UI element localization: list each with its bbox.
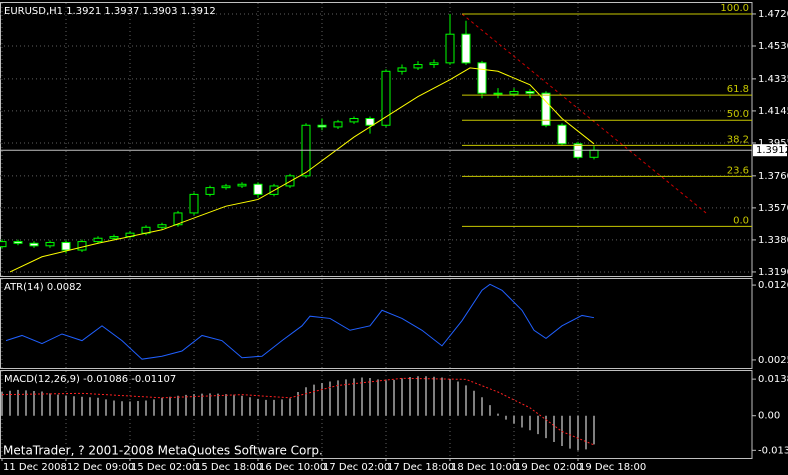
candle-body	[493, 92, 503, 95]
candle-body	[589, 149, 599, 158]
candle-body	[509, 91, 519, 95]
y-tick-label: 0.0025	[758, 355, 788, 366]
fib-label: 50.0	[727, 109, 749, 120]
candle-body	[541, 92, 551, 126]
candle-body	[109, 236, 119, 239]
fib-label: 38.2	[727, 134, 749, 145]
candle-body	[205, 187, 215, 195]
candle-body	[61, 241, 71, 251]
atr-panel	[0, 278, 753, 369]
fib-label: 61.8	[727, 84, 749, 95]
candle-body	[93, 237, 103, 243]
y-tick-label: 0.01389	[758, 374, 788, 385]
watermark: MetaTrader, ? 2001-2008 MetaQuotes Softw…	[3, 444, 323, 458]
panel-title: EURUSD,H1 1.3921 1.3937 1.3903 1.3912	[4, 6, 216, 17]
x-tick-label: 18 Dec 10:00	[451, 462, 518, 473]
y-tick-label: 1.4335	[758, 74, 788, 85]
x-tick-label: 19 Dec 18:00	[579, 462, 646, 473]
x-tick-label: 11 Dec 2008	[3, 462, 67, 473]
candle-body	[557, 124, 567, 145]
candle-body	[445, 33, 455, 64]
candle-body	[397, 67, 407, 72]
y-tick-label: 1.3570	[758, 203, 788, 214]
candle-body	[221, 185, 231, 189]
candle-body	[525, 91, 535, 94]
x-tick-label: 15 Dec 02:00	[131, 462, 198, 473]
trendline	[461, 13, 707, 214]
candle-body	[381, 70, 391, 126]
x-tick-label: 16 Dec 10:00	[259, 462, 326, 473]
y-tick-label: 1.3190	[758, 267, 788, 278]
panel-title: ATR(14) 0.0082	[4, 282, 82, 293]
fib-label: 100.0	[720, 3, 749, 14]
candle-body	[13, 241, 23, 244]
price-panel	[0, 2, 753, 277]
candle-body	[461, 33, 471, 64]
y-tick-label: 1.4145	[758, 106, 788, 117]
candle-body	[29, 242, 39, 247]
moving-average	[9, 67, 595, 273]
fib-label: 23.6	[727, 165, 749, 176]
x-tick-label: 15 Dec 18:00	[195, 462, 262, 473]
x-tick-label: 17 Dec 18:00	[387, 462, 454, 473]
candle-body	[477, 62, 487, 94]
candle-body	[237, 183, 247, 187]
candle-body	[365, 118, 375, 126]
indicator-line	[5, 283, 595, 360]
panel-title: MACD(12,26,9) -0.01086 -0.01107	[4, 374, 176, 385]
fib-label: 0.0	[733, 215, 749, 226]
candle-body	[0, 241, 7, 248]
x-tick-label: 12 Dec 09:00	[67, 462, 134, 473]
y-tick-label: 1.3380	[758, 235, 788, 246]
candle-body	[317, 124, 327, 128]
y-tick-label: 1.3955	[758, 138, 788, 149]
candle-body	[413, 64, 423, 69]
candle-body	[189, 193, 199, 214]
y-tick-label: 1.4530	[758, 41, 788, 52]
candle-body	[157, 224, 167, 228]
y-tick-label: 0.00	[758, 411, 780, 422]
y-tick-label: 1.4720	[758, 9, 788, 20]
candle-body	[173, 212, 183, 226]
x-tick-label: 17 Dec 02:00	[323, 462, 390, 473]
macd-panel	[0, 370, 753, 459]
candle-body	[349, 118, 359, 123]
x-tick-label: 19 Dec 02:00	[515, 462, 582, 473]
candle-body	[253, 183, 263, 195]
candle-body	[45, 241, 55, 247]
candle-body	[77, 241, 87, 251]
last-price-box	[753, 144, 787, 157]
y-tick-label: 1.3760	[758, 171, 788, 182]
y-tick-label: -0.01314	[758, 445, 788, 456]
last-price-label: 1.3912	[756, 145, 788, 156]
candle-body	[333, 121, 343, 128]
y-tick-label: 0.0126	[758, 280, 788, 291]
candle-body	[429, 62, 439, 66]
